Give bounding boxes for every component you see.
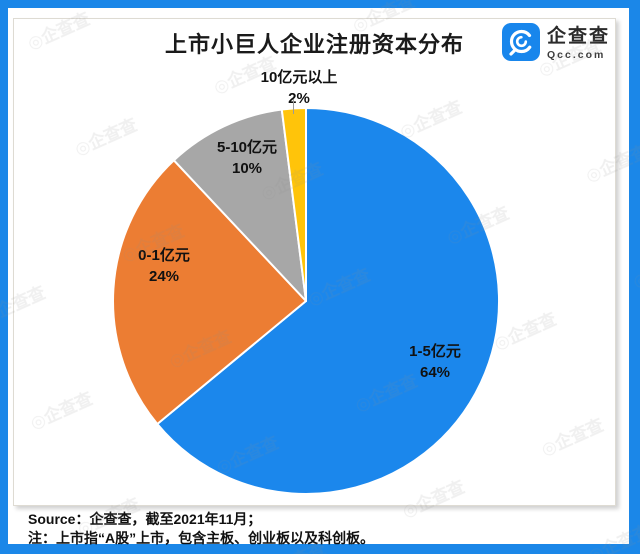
slice-label-1-5: 1-5亿元 64% [380,341,490,383]
slice-label-pct: 2% [288,90,310,107]
slice-label-text: 5-10亿元 [216,139,278,156]
chart-card: 上市小巨人企业注册资本分布 企查查 Qcc.com [13,18,616,506]
page-background: 上市小巨人企业注册资本分布 企查查 Qcc.com [8,8,629,546]
slice-label-5-10: 5-10亿元 10% [192,137,302,179]
slice-label-text: 10亿元以上 [260,69,338,86]
slice-label-pct: 64% [419,364,451,381]
slice-label-pct: 10% [231,160,263,177]
label-leader-line [293,99,294,114]
slice-label-text: 1-5亿元 [409,343,461,360]
slice-label-pct: 24% [148,268,180,285]
slice-label-text: 0-1亿元 [138,247,190,264]
listing-note: 注：上市指“A股”上市，包含主板、创业板以及科创板。 [28,530,375,546]
slice-label-over-10: 10亿元以上 2% [234,67,364,109]
slice-label-0-1: 0-1亿元 24% [109,245,219,287]
source-note: Source：企查查，截至2021年11月； [28,511,262,527]
footer-notes: Source：企查查，截至2021年11月； 注：上市指“A股”上市，包含主板、… [28,510,374,548]
